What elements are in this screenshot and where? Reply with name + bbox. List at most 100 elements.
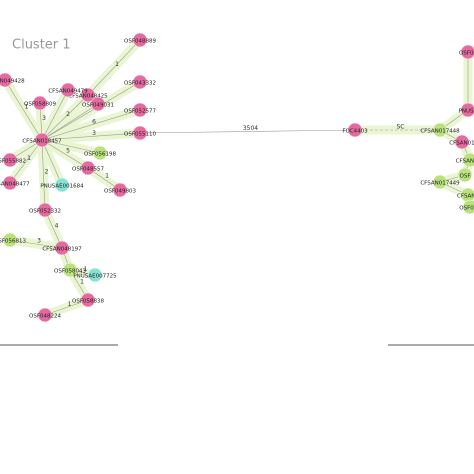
node-label: OSF058043: [54, 269, 86, 275]
node-label: OSF058: [459, 206, 474, 212]
node-label: PNUSAE001684: [40, 184, 84, 190]
edge-label: 3: [37, 238, 41, 245]
nodes: CFSAN018457CFSAN048425OSF048889OSF043332…: [0, 32, 474, 323]
edge-label: 3: [92, 130, 96, 137]
edge: [139, 129, 356, 134]
edge: [44, 299, 89, 316]
node: [112, 182, 128, 198]
node: [132, 32, 148, 48]
node: [462, 152, 474, 168]
edge-label: 1: [84, 266, 88, 273]
node: [2, 232, 18, 248]
node-label: OSF056198: [84, 152, 116, 158]
edge-label: 1: [105, 173, 109, 180]
edge-label: 1: [27, 155, 31, 162]
node: [37, 307, 53, 323]
node-label: CFSAN049479: [48, 89, 88, 95]
edge: [4, 79, 43, 141]
edge-label: 1: [25, 104, 29, 111]
node: [54, 177, 70, 193]
node: [460, 102, 474, 118]
edge-label: 3: [42, 115, 46, 122]
node-label: CFSAN01: [449, 141, 474, 147]
node-label: CFSAN3: [457, 194, 474, 200]
edge: [41, 132, 141, 141]
edge-label: 4: [55, 223, 59, 230]
node: [347, 122, 363, 138]
node-label: OSF056813: [0, 239, 26, 245]
node-label: CFSAN017448: [420, 129, 460, 135]
node: [457, 167, 473, 183]
node-label: OSF058809: [24, 102, 56, 108]
node-label: CFSAN048197: [42, 247, 82, 253]
node: [34, 132, 50, 148]
edge: [41, 89, 69, 141]
node-label: CFSAN049428: [0, 79, 25, 85]
node-label: OSF052332: [29, 209, 61, 215]
edge-label: 2: [45, 169, 49, 176]
edge: [41, 139, 89, 169]
node-label: OSF043332: [124, 81, 156, 87]
node-label: OSF058838: [72, 299, 104, 305]
edge: [41, 109, 141, 141]
node-label: OSF048557: [72, 167, 104, 173]
edge: [87, 39, 141, 96]
node: [37, 202, 53, 218]
edge-label: 1: [115, 61, 119, 68]
cluster-title: Cluster 1: [12, 38, 71, 53]
node: [2, 175, 18, 191]
edge: [41, 94, 89, 141]
node-label: CFSAN048425: [68, 94, 108, 100]
node: [432, 122, 448, 138]
node-label: OSF055882: [0, 159, 26, 165]
node: [80, 87, 96, 103]
edge: [41, 81, 141, 141]
node: [87, 267, 103, 283]
edge-label: 1: [68, 301, 72, 308]
node-label: FOC4403: [342, 129, 368, 135]
node: [132, 125, 148, 141]
edge: [41, 103, 99, 141]
edge-label: 5: [66, 148, 70, 155]
node-label: OSF052577: [124, 109, 156, 115]
node: [460, 44, 474, 60]
node-label: OSF048224: [29, 314, 61, 320]
edge-label: 2: [66, 111, 70, 118]
node: [92, 145, 108, 161]
node-label: OSF055110: [124, 132, 156, 138]
node-label: OSF049803: [104, 189, 136, 195]
edge-label: 3504: [243, 125, 258, 132]
node-label: PNUSA: [459, 109, 474, 115]
edge-label: 6: [92, 119, 96, 126]
edge: [41, 139, 101, 154]
node-label: CFSAN018457: [22, 139, 62, 145]
node-label: CFSAN048477: [0, 182, 30, 188]
node: [80, 160, 96, 176]
edge: [9, 139, 43, 184]
edge-label: SC: [397, 124, 405, 131]
edge: [41, 139, 46, 211]
node: [32, 95, 48, 111]
node: [454, 134, 470, 150]
node: [62, 262, 78, 278]
node: [54, 240, 70, 256]
edge-label: 1: [80, 279, 84, 286]
node-label: OSF048889: [124, 39, 156, 45]
node: [80, 292, 96, 308]
node-label: CFSAN017449: [420, 181, 460, 187]
node: [60, 82, 76, 98]
node-label: OSF04: [459, 51, 474, 57]
node-label: PNUSAE007725: [73, 274, 117, 280]
node-label: CFSAN017: [456, 159, 474, 165]
node: [432, 174, 448, 190]
node: [462, 199, 474, 215]
edge: [9, 239, 63, 249]
node-label: OSF: [460, 174, 471, 180]
node: [2, 152, 18, 168]
node: [90, 96, 106, 112]
node: [132, 102, 148, 118]
node: [0, 72, 13, 88]
edge: [41, 139, 63, 186]
node-label: OSF049031: [82, 103, 114, 109]
